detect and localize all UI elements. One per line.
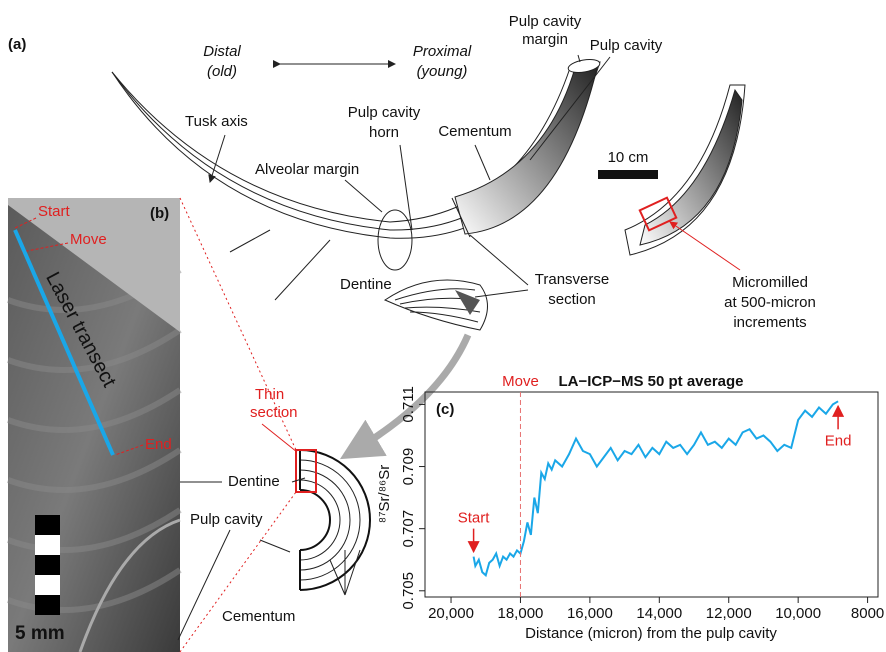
leader	[470, 235, 528, 285]
label: Tusk axis	[185, 113, 248, 130]
label: Micromilled	[732, 274, 808, 291]
tusk	[112, 62, 600, 238]
label: at 500-micron	[724, 294, 816, 311]
x-tick-label: 18,000	[498, 605, 544, 622]
annotation: Move	[502, 373, 539, 390]
label: horn	[369, 124, 399, 141]
scale-bar	[35, 515, 60, 535]
scale-bar	[35, 595, 60, 615]
label: Dentine	[228, 473, 280, 490]
label: (old)	[207, 63, 237, 80]
label: margin	[522, 31, 568, 48]
y-axis-label: ⁸⁷Sr/⁸⁶Sr	[376, 465, 393, 523]
x-tick-label: 10,000	[775, 605, 821, 622]
leader	[230, 230, 270, 252]
y-tick-label: 0.711	[400, 386, 417, 422]
scale-bar	[35, 575, 60, 595]
label: section	[548, 291, 596, 308]
panel-c: LA−ICP−MS 50 pt average (c) Distance (mi…	[376, 373, 884, 642]
leader	[330, 560, 345, 595]
pulp-ring	[300, 490, 330, 550]
scale-bar	[35, 555, 60, 575]
label: Pulp cavity	[348, 104, 421, 121]
label: 5 mm	[15, 623, 65, 644]
y-tick-label: 0.707	[400, 510, 417, 548]
label: Pulp cavity	[509, 13, 582, 30]
label: section	[250, 404, 298, 421]
label: Start	[38, 203, 71, 220]
label: Alveolar margin	[255, 161, 359, 178]
chart-title: LA−ICP−MS 50 pt average	[558, 373, 743, 390]
x-axis-label: Distance (micron) from the pulp cavity	[525, 625, 777, 642]
plot-frame	[425, 392, 878, 597]
annotation: Start	[458, 510, 491, 527]
panel-label: (b)	[150, 205, 169, 222]
leader	[345, 180, 382, 212]
x-tick-label: 14,000	[636, 605, 682, 622]
leader	[670, 222, 740, 270]
label: Thin	[255, 386, 284, 403]
panel-label: (c)	[436, 401, 454, 418]
label: Transverse	[535, 271, 609, 288]
label: Dentine	[340, 276, 392, 293]
label: 10 cm	[608, 149, 649, 166]
scale-bar	[598, 170, 658, 179]
leader	[262, 424, 297, 452]
y-tick-label: 0.705	[400, 572, 417, 610]
label: (young)	[417, 63, 468, 80]
x-tick-label: 8000	[851, 605, 884, 622]
panel-label: (a)	[8, 36, 26, 53]
leader	[275, 240, 330, 300]
alveolar-ring	[378, 210, 412, 270]
x-tick-label: 12,000	[706, 605, 752, 622]
leader	[260, 540, 290, 552]
label: Distal	[203, 43, 241, 60]
label: Proximal	[413, 43, 472, 60]
label: End	[145, 436, 172, 453]
y-tick-label: 0.709	[400, 448, 417, 486]
figure: (a) Distal (old) Proximal (young) 10 cm …	[0, 0, 886, 652]
leader	[475, 145, 490, 180]
label: Pulp cavity	[190, 511, 263, 528]
x-tick-label: 20,000	[428, 605, 474, 622]
scale-bar	[35, 535, 60, 555]
label: increments	[733, 314, 806, 331]
annotation: End	[825, 432, 852, 449]
ring	[300, 470, 350, 570]
data-line	[474, 401, 838, 575]
x-tick-label: 16,000	[567, 605, 613, 622]
label: Cementum	[438, 123, 511, 140]
label: Pulp cavity	[590, 37, 663, 54]
panel-b: (b) Start Move Laser transect End 5 mm T…	[8, 198, 370, 652]
label: Move	[70, 231, 107, 248]
label: Cementum	[222, 608, 295, 625]
